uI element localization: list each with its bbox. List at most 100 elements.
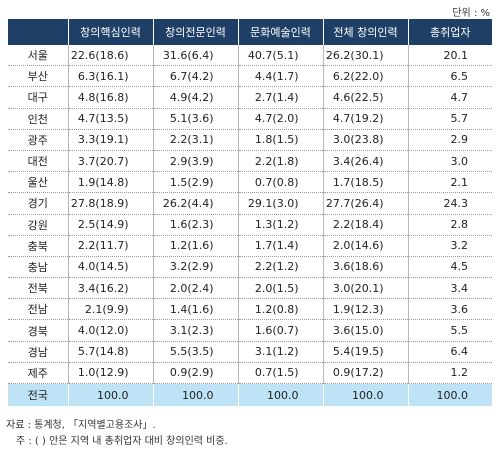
value-cell: 2.2(3.1) xyxy=(152,129,238,151)
value-cell: 24.3 xyxy=(407,192,492,215)
region-cell: 경남 xyxy=(8,341,68,363)
value-cell: 22.6(18.6) xyxy=(67,45,153,67)
value-cell: 2.8 xyxy=(407,214,492,236)
region-cell: 인천 xyxy=(8,108,68,130)
value-cell: 6.7(4.2) xyxy=(152,65,238,88)
value-cell: 29.1(3.0) xyxy=(237,192,323,215)
value-cell: 5.5(3.5) xyxy=(152,341,238,363)
region-cell: 전국 xyxy=(8,383,68,406)
value-cell: 1.2(0.8) xyxy=(237,298,323,321)
value-cell: 1.7(18.5) xyxy=(322,171,408,194)
value-cell: 1.0(12.9) xyxy=(67,362,153,385)
value-cell: 2.2(18.4) xyxy=(322,214,408,236)
table-row: 제주 1.0(12.9) 0.9(2.9) 0.7(1.5) 0.9(17.2) 1.2 xyxy=(8,362,492,385)
value-cell: 4.7(13.5) xyxy=(67,108,153,130)
value-cell: 3.6(18.6) xyxy=(322,256,408,279)
value-cell: 1.5(2.9) xyxy=(152,171,238,194)
source-note: 자료 : 통계청, 「지역별고용조사」. xyxy=(6,420,156,431)
value-cell: 4.7(2.0) xyxy=(237,108,323,130)
value-cell: 100.0 xyxy=(322,383,408,406)
value-cell: 6.3(16.1) xyxy=(67,65,153,88)
table-body: 서울 22.6(18.6) 31.6(6.4) 40.7(5.1) 26.2(30.1)… xyxy=(8,45,492,406)
value-cell: 5.7 xyxy=(407,108,492,130)
value-cell: 3.4(26.4) xyxy=(322,150,408,173)
value-cell: 20.1 xyxy=(407,45,492,67)
value-cell: 3.7(20.7) xyxy=(67,150,153,173)
regional-creative-workforce-table: 창의핵심인력 창의전문인력 문화예술인력 전체 창의인력 총취업자 서울 22.6(18.… xyxy=(8,19,492,406)
table-row: 충남 4.0(14.5) 3.2(2.9) 2.2(1.2) 3.6(18.6) 4.5 xyxy=(8,256,492,279)
value-cell: 3.0(23.8) xyxy=(322,129,408,151)
region-cell: 경북 xyxy=(8,319,68,342)
value-cell: 31.6(6.4) xyxy=(152,45,238,67)
value-cell: 1.4(1.6) xyxy=(152,298,238,321)
table-row: 서울 22.6(18.6) 31.6(6.4) 40.7(5.1) 26.2(30.1)… xyxy=(8,45,492,67)
header-col-3: 문화예술인력 xyxy=(237,19,323,45)
value-cell: 3.0(20.1) xyxy=(322,277,408,300)
value-cell: 0.7(1.5) xyxy=(237,362,323,385)
value-cell: 3.3(19.1) xyxy=(67,129,153,151)
value-cell: 2.0(14.6) xyxy=(322,235,408,257)
table-row: 울산 1.9(14.8) 1.5(2.9) 0.7(0.8) 1.7(18.5) 2.1 xyxy=(8,171,492,194)
value-cell: 1.2(1.6) xyxy=(152,235,238,257)
region-cell: 충북 xyxy=(8,235,68,257)
value-cell: 5.5 xyxy=(407,319,492,342)
value-cell: 2.1(9.9) xyxy=(67,298,153,321)
value-cell: 3.4(16.2) xyxy=(67,277,153,300)
region-cell: 부산 xyxy=(8,65,68,88)
value-cell: 3.1(1.2) xyxy=(237,341,323,363)
footnote: 주 : ( ) 안은 지역 내 총취업자 대비 창의인력 비중. xyxy=(16,436,228,447)
unit-label: 단위 : % xyxy=(452,8,490,19)
value-cell: 2.7(1.4) xyxy=(237,86,323,109)
table-row: 강원 2.5(14.9) 1.6(2.3) 1.3(1.2) 2.2(18.4) 2.8 xyxy=(8,214,492,236)
table-row: 대전 3.7(20.7) 2.9(3.9) 2.2(1.8) 3.4(26.4) 3.0 xyxy=(8,150,492,173)
value-cell: 6.5 xyxy=(407,65,492,88)
total-row: 전국 100.0 100.0 100.0 100.0 100.0 xyxy=(8,383,492,406)
header-col-5: 총취업자 xyxy=(407,19,492,45)
value-cell: 4.6(22.5) xyxy=(322,86,408,109)
header-col-2: 창의전문인력 xyxy=(152,19,238,45)
value-cell: 6.4 xyxy=(407,341,492,363)
value-cell: 4.7(19.2) xyxy=(322,108,408,130)
value-cell: 2.9 xyxy=(407,129,492,151)
value-cell: 4.4(1.7) xyxy=(237,65,323,88)
value-cell: 4.9(4.2) xyxy=(152,86,238,109)
value-cell: 100.0 xyxy=(152,383,238,406)
region-cell: 울산 xyxy=(8,171,68,194)
region-cell: 대전 xyxy=(8,150,68,173)
value-cell: 4.0(12.0) xyxy=(67,319,153,342)
table-row: 전북 3.4(16.2) 2.0(2.4) 2.0(1.5) 3.0(20.1) 3.4 xyxy=(8,277,492,300)
header-row: 창의핵심인력 창의전문인력 문화예술인력 전체 창의인력 총취업자 xyxy=(8,19,492,45)
value-cell: 3.2(2.9) xyxy=(152,256,238,279)
region-cell: 전남 xyxy=(8,298,68,321)
value-cell: 4.0(14.5) xyxy=(67,256,153,279)
value-cell: 2.1 xyxy=(407,171,492,194)
value-cell: 100.0 xyxy=(407,383,492,406)
value-cell: 1.6(0.7) xyxy=(237,319,323,342)
region-cell: 경기 xyxy=(8,192,68,215)
value-cell: 1.2 xyxy=(407,362,492,385)
table-row: 대구 4.8(16.8) 4.9(4.2) 2.7(1.4) 4.6(22.5) 4.7 xyxy=(8,86,492,109)
table-row: 광주 3.3(19.1) 2.2(3.1) 1.8(1.5) 3.0(23.8) 2.9 xyxy=(8,129,492,151)
value-cell: 2.9(3.9) xyxy=(152,150,238,173)
value-cell: 2.2(1.2) xyxy=(237,256,323,279)
value-cell: 1.9(12.3) xyxy=(322,298,408,321)
value-cell: 0.9(2.9) xyxy=(152,362,238,385)
region-cell: 충남 xyxy=(8,256,68,279)
value-cell: 1.6(2.3) xyxy=(152,214,238,236)
value-cell: 2.0(1.5) xyxy=(237,277,323,300)
value-cell: 1.9(14.8) xyxy=(67,171,153,194)
value-cell: 4.8(16.8) xyxy=(67,86,153,109)
table-row: 전남 2.1(9.9) 1.4(1.6) 1.2(0.8) 1.9(12.3) 3.6 xyxy=(8,298,492,321)
region-cell: 강원 xyxy=(8,214,68,236)
value-cell: 26.2(30.1) xyxy=(322,45,408,67)
value-cell: 0.9(17.2) xyxy=(322,362,408,385)
region-cell: 광주 xyxy=(8,129,68,151)
value-cell: 1.3(1.2) xyxy=(237,214,323,236)
region-cell: 전북 xyxy=(8,277,68,300)
table-row: 경남 5.7(14.8) 5.5(3.5) 3.1(1.2) 5.4(19.5) 6.4 xyxy=(8,341,492,363)
value-cell: 5.4(19.5) xyxy=(322,341,408,363)
region-cell: 대구 xyxy=(8,86,68,109)
value-cell: 3.4 xyxy=(407,277,492,300)
value-cell: 100.0 xyxy=(237,383,323,406)
value-cell: 4.5 xyxy=(407,256,492,279)
